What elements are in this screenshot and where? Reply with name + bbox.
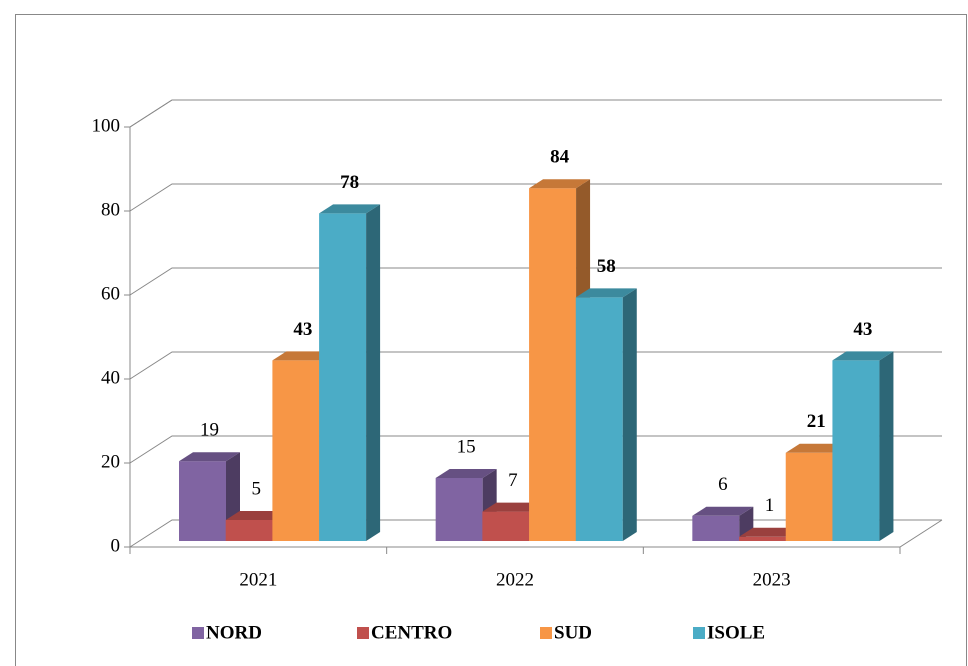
- legend-label: CENTRO: [371, 622, 452, 643]
- bar-front: [225, 520, 273, 541]
- bar-top: [225, 511, 287, 520]
- legend-swatch: [357, 627, 369, 639]
- legend-label: ISOLE: [707, 622, 765, 643]
- bar-top: [319, 204, 381, 214]
- data-label: 1: [765, 495, 775, 516]
- bar-front: [529, 188, 577, 541]
- data-label: 43: [293, 319, 312, 340]
- data-label: 78: [340, 172, 359, 193]
- grid-line: [129, 183, 942, 212]
- bar-top: [529, 179, 591, 189]
- data-label: 6: [718, 474, 728, 495]
- bar-side: [622, 288, 637, 541]
- bar-top: [435, 469, 497, 478]
- bar-front: [435, 478, 483, 541]
- bar-top: [575, 288, 637, 298]
- y-tick-label: 20: [101, 451, 120, 472]
- y-tick-label: 40: [101, 367, 120, 388]
- data-label: 19: [200, 420, 219, 441]
- bar-front: [179, 461, 226, 541]
- bar-front: [739, 536, 787, 541]
- data-label: 43: [853, 319, 872, 340]
- legend-label: NORD: [206, 622, 262, 643]
- y-tick-label: 80: [101, 199, 120, 220]
- bar-front: [482, 511, 530, 541]
- bar-front: [319, 213, 367, 541]
- legend-swatch: [192, 627, 204, 639]
- chart-border: [15, 14, 967, 666]
- bar-top: [179, 452, 240, 462]
- bar-top: [482, 502, 544, 512]
- bar-front: [692, 515, 740, 541]
- data-label: 84: [550, 147, 570, 168]
- legend-label: SUD: [554, 622, 592, 643]
- bar-top: [692, 506, 754, 516]
- grid-line: [129, 519, 942, 548]
- data-label: 5: [251, 478, 261, 499]
- legend-swatch: [540, 627, 552, 639]
- bar-front: [272, 360, 320, 541]
- bar-side: [366, 204, 381, 541]
- grid-line: [129, 351, 942, 380]
- data-label: 21: [807, 411, 826, 432]
- y-tick-label: 60: [101, 283, 120, 304]
- bar-side: [879, 351, 894, 541]
- y-tick-label: 100: [92, 115, 121, 136]
- bar-front: [785, 452, 833, 541]
- bar-top: [785, 443, 847, 453]
- bar-top: [739, 527, 801, 537]
- data-label: 58: [597, 256, 616, 277]
- legend-swatch: [693, 627, 705, 639]
- bar-front: [575, 297, 623, 541]
- x-tick-label: 2022: [496, 569, 534, 590]
- x-tick-label: 2021: [239, 569, 277, 590]
- bar-front: [832, 360, 880, 541]
- data-label: 7: [508, 470, 518, 491]
- bar-top: [832, 351, 894, 361]
- y-tick-label: 0: [111, 535, 121, 556]
- bar-top: [272, 351, 334, 361]
- grid-line: [129, 267, 942, 296]
- grid-line: [129, 435, 942, 464]
- data-label: 15: [457, 436, 476, 457]
- grid-line: [129, 99, 942, 128]
- x-tick-label: 2023: [753, 569, 791, 590]
